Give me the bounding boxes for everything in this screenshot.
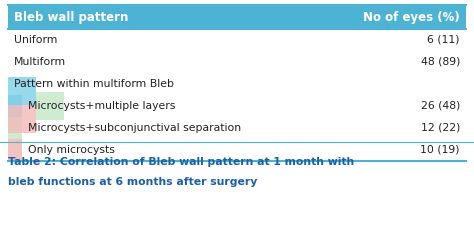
Text: Microcysts+multiple layers: Microcysts+multiple layers [28,101,175,111]
Bar [8,139,466,161]
Bar [8,95,22,117]
Bar [8,73,466,95]
Bar [8,117,466,139]
Text: 12 (22): 12 (22) [420,123,460,133]
Bar [36,92,64,120]
Text: 48 (89): 48 (89) [420,57,460,67]
Text: Table 2: Correlation of Bleb wall pattern at 1 month with: Table 2: Correlation of Bleb wall patter… [8,157,354,167]
Bar [8,117,22,139]
Bar [8,77,36,105]
Text: Uniform: Uniform [14,35,57,45]
Text: Pattern within multiform Bleb: Pattern within multiform Bleb [14,79,174,89]
Bar [8,95,466,117]
Bar [8,105,36,133]
Bar [8,29,466,51]
Text: bleb functions at 6 months after surgery: bleb functions at 6 months after surgery [8,177,257,187]
Bar [8,51,466,73]
Text: 26 (48): 26 (48) [420,101,460,111]
Bar [0,78,474,250]
Bar [8,139,22,161]
Text: Only microcysts: Only microcysts [28,145,115,155]
Text: Bleb wall pattern: Bleb wall pattern [14,10,128,24]
Text: Multiform: Multiform [14,57,66,67]
Text: 10 (19): 10 (19) [420,145,460,155]
Text: 6 (11): 6 (11) [428,35,460,45]
Text: No of eyes (%): No of eyes (%) [363,10,460,24]
Text: Microcysts+subconjunctival separation: Microcysts+subconjunctival separation [28,123,241,133]
Bar [8,5,466,29]
